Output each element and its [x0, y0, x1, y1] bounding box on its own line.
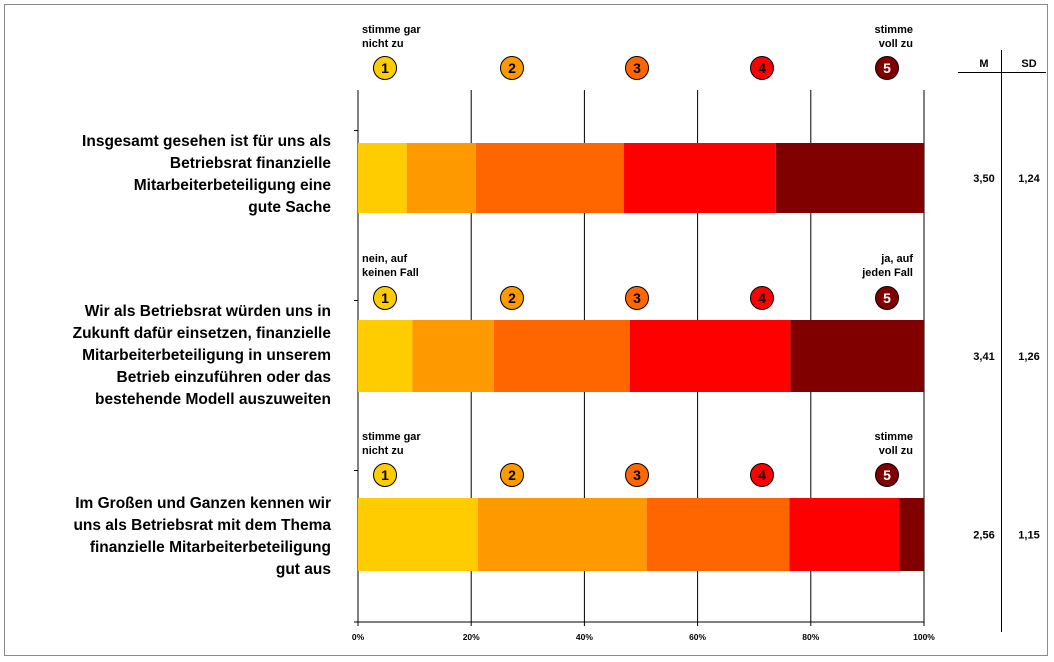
scale-point-label: 3: [633, 467, 641, 483]
anchor-high-label: ja, auf: [880, 253, 913, 265]
scale-point-1-marker: [373, 463, 397, 487]
x-tick-label: 80%: [802, 632, 819, 642]
x-tick-label: 100%: [913, 632, 935, 642]
scale-point-4-marker: [750, 56, 774, 80]
bar-segment-4: [629, 320, 791, 392]
scale-point-3-marker: [625, 286, 649, 310]
stat-header-sd: SD: [1021, 58, 1036, 70]
scale-point-label: 4: [758, 467, 766, 483]
item-label-line: finanzielle Mitarbeiterbeteiligung: [90, 539, 331, 556]
scale-point-5-marker: [875, 286, 899, 310]
scale-point-2-marker: [500, 56, 524, 80]
scale-point-label: 4: [758, 290, 766, 306]
scale-point-label: 5: [883, 467, 891, 483]
scale-point-label: 3: [633, 290, 641, 306]
anchor-high-label: stimme: [874, 24, 913, 36]
anchor-low-label: stimme gar: [362, 24, 421, 36]
scale-point-2-marker: [500, 463, 524, 487]
item-label-line: uns als Betriebsrat mit dem Thema: [73, 517, 331, 534]
scale-point-label: 3: [633, 60, 641, 76]
stat-mean: 2,56: [973, 530, 994, 542]
bar-segment-1: [358, 143, 407, 213]
x-tick-label: 60%: [689, 632, 706, 642]
stat-header-m: M: [979, 58, 988, 70]
scale-point-label: 1: [381, 60, 389, 76]
bar-segment-4: [624, 143, 776, 213]
item-label-line: gute Sache: [248, 199, 331, 216]
bar-segment-2: [412, 320, 494, 392]
scale-point-5-marker: [875, 463, 899, 487]
scale-point-label: 4: [758, 60, 766, 76]
scale-point-4-marker: [750, 286, 774, 310]
bar-segment-2: [477, 498, 647, 571]
scale-point-label: 2: [508, 60, 516, 76]
scale-point-1-marker: [373, 56, 397, 80]
bar-segment-3: [475, 143, 625, 213]
item-label-line: Im Großen und Ganzen kennen wir: [75, 495, 331, 512]
bar-segment-1: [358, 320, 413, 392]
bar-segment-5: [775, 143, 924, 213]
x-tick-label: 40%: [576, 632, 593, 642]
scale-point-3-marker: [625, 463, 649, 487]
chart-frame: [4, 4, 1048, 656]
stat-mean: 3,50: [973, 173, 994, 185]
item-label-line: Zukunft dafür einsetzen, finanzielle: [73, 325, 332, 342]
item-label-line: Wir als Betriebsrat würden uns in: [85, 303, 331, 320]
anchor-high-label: jeden Fall: [861, 267, 913, 279]
item-label-line: Mitarbeiterbeteiligung in unserem: [82, 347, 331, 364]
scale-point-label: 2: [508, 290, 516, 306]
anchor-low-label: nicht zu: [362, 445, 404, 457]
item-label-line: Insgesamt gesehen ist für uns als: [82, 133, 331, 150]
bar-segment-5: [790, 320, 924, 392]
scale-point-label: 5: [883, 60, 891, 76]
bar-segment-1: [358, 498, 478, 571]
stat-sd: 1,24: [1018, 173, 1040, 185]
anchor-low-label: keinen Fall: [362, 267, 419, 279]
stat-mean: 3,41: [973, 351, 994, 363]
scale-point-4-marker: [750, 463, 774, 487]
anchor-low-label: stimme gar: [362, 431, 421, 443]
anchor-high-label: voll zu: [879, 38, 913, 50]
item-label-line: bestehende Modell auszuweiten: [95, 391, 331, 408]
x-tick-label: 20%: [463, 632, 480, 642]
item-label-line: Betriebsrat finanzielle: [170, 155, 331, 172]
bar-segment-5: [899, 498, 924, 571]
scale-point-label: 1: [381, 290, 389, 306]
bar-segment-3: [646, 498, 790, 571]
scale-point-5-marker: [875, 56, 899, 80]
scale-point-3-marker: [625, 56, 649, 80]
scale-point-2-marker: [500, 286, 524, 310]
bar-segment-2: [406, 143, 476, 213]
item-label-line: gut aus: [276, 561, 331, 578]
bar-segment-3: [493, 320, 630, 392]
scale-point-label: 2: [508, 467, 516, 483]
anchor-low-label: nicht zu: [362, 38, 404, 50]
x-tick-label: 0%: [352, 632, 365, 642]
item-label-line: Mitarbeiterbeteiligung eine: [134, 177, 332, 194]
anchor-high-label: voll zu: [879, 445, 913, 457]
scale-point-1-marker: [373, 286, 397, 310]
item-label-line: Betrieb einzuführen oder das: [117, 369, 331, 386]
stat-sd: 1,26: [1018, 351, 1039, 363]
bar-segment-4: [789, 498, 900, 571]
anchor-high-label: stimme: [874, 431, 913, 443]
scale-point-label: 5: [883, 290, 891, 306]
stat-sd: 1,15: [1018, 530, 1039, 542]
scale-point-label: 1: [381, 467, 389, 483]
anchor-low-label: nein, auf: [362, 253, 408, 265]
